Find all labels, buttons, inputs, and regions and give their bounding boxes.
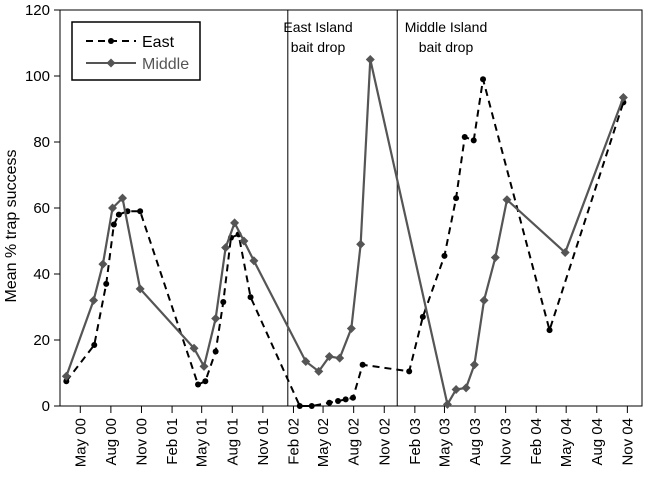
legend-box	[71, 21, 201, 81]
x-tick-label: Aug 02	[346, 418, 363, 466]
data-point-middle	[249, 256, 259, 266]
x-tick-label: Aug 03	[467, 418, 484, 466]
bait-drop-label: bait drop	[419, 39, 474, 55]
x-tick-label: Nov 04	[619, 418, 636, 466]
data-point-east	[335, 398, 342, 405]
x-tick-label: Feb 03	[407, 418, 424, 465]
data-point-east	[359, 361, 366, 368]
x-tick-label: Aug 00	[103, 418, 120, 466]
data-point-east	[441, 252, 448, 259]
data-point-east	[419, 313, 426, 320]
data-point-middle	[502, 195, 512, 205]
x-tick-label: Nov 00	[133, 418, 150, 466]
data-point-east	[220, 299, 227, 306]
bait-drop-label: bait drop	[291, 39, 346, 55]
y-axis-title: Mean % trap success	[3, 150, 20, 303]
data-point-middle	[490, 253, 500, 262]
x-tick-label: Nov 02	[376, 418, 393, 466]
data-point-middle	[335, 353, 345, 363]
data-point-east	[115, 211, 122, 218]
data-point-east	[212, 348, 219, 355]
data-point-east	[308, 403, 315, 409]
x-tick-label: Nov 03	[498, 418, 515, 466]
data-point-east	[202, 378, 209, 385]
data-point-east	[326, 399, 333, 406]
data-point-middle	[199, 361, 209, 371]
bait-drop-label: Middle Island	[405, 19, 488, 35]
data-point-east	[453, 195, 460, 202]
data-point-middle	[324, 352, 334, 361]
x-tick-label: Feb 04	[528, 418, 545, 465]
x-axis: May 00 Aug 00 Nov 00 Feb 01 May 01 Aug 01 Nov …	[72, 406, 636, 467]
y-tick-label: 120	[25, 2, 50, 19]
y-axis: 0 20 40 60 80 100 120	[25, 2, 60, 415]
data-point-middle	[239, 236, 249, 246]
x-tick-label: May 00	[72, 418, 89, 467]
x-tick-label: May 03	[436, 418, 453, 467]
x-tick-label: Nov 01	[255, 418, 272, 466]
x-tick-label: Aug 01	[224, 418, 241, 466]
y-tick-label: 0	[42, 398, 50, 415]
x-tick-label: May 02	[315, 418, 332, 467]
data-point-middle	[211, 314, 221, 324]
data-point-middle	[314, 366, 324, 376]
data-point-east	[91, 341, 98, 348]
annotations: East Island bait drop Middle Island bait dr…	[283, 10, 487, 406]
data-point-middle	[189, 343, 199, 353]
data-point-east	[103, 280, 110, 287]
data-point-middle	[560, 248, 570, 258]
data-point-middle	[221, 243, 231, 253]
data-point-middle	[365, 55, 375, 64]
data-point-middle	[356, 239, 366, 249]
data-point-middle	[618, 92, 628, 102]
y-tick-label: 80	[33, 134, 50, 151]
y-tick-label: 20	[33, 332, 50, 349]
data-point-middle	[118, 193, 128, 203]
data-point-middle	[89, 295, 99, 305]
data-point-east	[470, 137, 477, 144]
data-point-east	[546, 327, 553, 334]
data-point-east	[342, 396, 349, 403]
legend-marker-middle	[106, 58, 116, 68]
data-point-east	[480, 76, 487, 83]
data-point-east	[296, 403, 303, 409]
data-point-middle	[461, 383, 471, 393]
data-point-east	[137, 208, 144, 215]
data-point-middle	[108, 203, 118, 213]
data-point-east	[195, 381, 202, 388]
data-point-middle	[451, 385, 461, 394]
series-middle	[61, 55, 628, 409]
x-tick-label: Feb 02	[285, 418, 302, 465]
x-tick-label: Feb 01	[164, 418, 181, 465]
data-point-middle	[469, 360, 479, 370]
legend-label-middle: Middle	[142, 56, 189, 73]
data-point-middle	[230, 218, 240, 228]
data-point-middle	[442, 399, 452, 409]
y-tick-label: 40	[33, 266, 50, 283]
x-tick-label: May 01	[194, 418, 211, 467]
data-point-east	[63, 378, 70, 385]
legend: East Middle	[71, 21, 201, 81]
legend-label-east: East	[142, 34, 175, 51]
data-point-middle	[301, 356, 311, 366]
data-point-east	[461, 134, 468, 141]
data-point-east	[406, 368, 413, 375]
legend-marker-east	[108, 38, 114, 44]
x-tick-label: Aug 04	[589, 418, 606, 466]
bait-drop-label: East Island	[283, 19, 352, 35]
data-point-middle	[98, 259, 108, 269]
data-point-east	[349, 394, 356, 401]
x-tick-label: May 04	[558, 418, 575, 467]
y-tick-label: 100	[25, 68, 50, 85]
data-point-middle	[346, 323, 356, 333]
series-layer	[61, 55, 628, 409]
data-point-middle	[135, 284, 145, 294]
data-point-east	[247, 294, 254, 301]
data-point-middle	[61, 371, 71, 381]
data-point-middle	[479, 295, 489, 305]
data-point-east	[110, 221, 117, 228]
y-tick-label: 60	[33, 200, 50, 217]
